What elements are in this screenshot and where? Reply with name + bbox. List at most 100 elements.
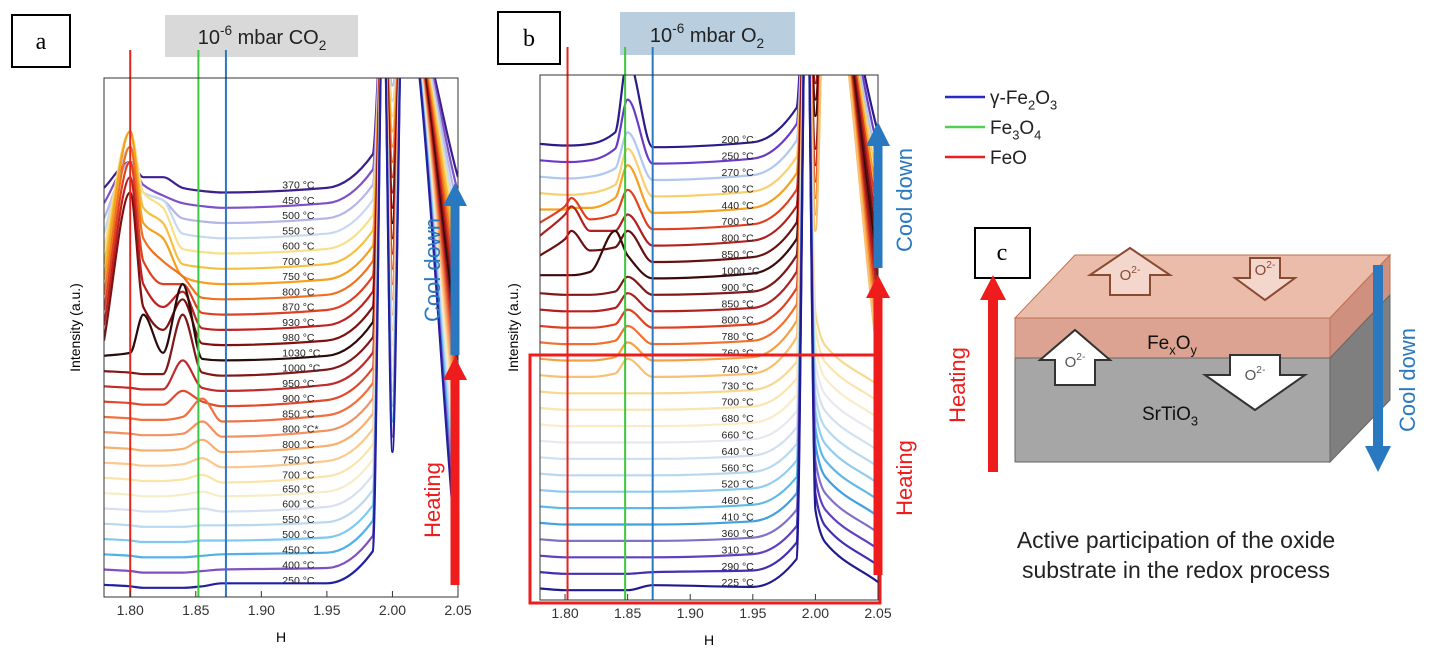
text-part: 3 xyxy=(1012,128,1019,143)
curve-label: 740 °C* xyxy=(722,364,758,376)
curve-label: 360 °C xyxy=(722,528,755,540)
curve-label: 780 °C xyxy=(722,331,755,343)
y-axis-label: Intensity (a.u.) xyxy=(67,283,83,372)
curve-label: 700 °C xyxy=(282,470,315,482)
curve-label: 800 °C xyxy=(282,439,315,451)
text-part: Fe xyxy=(1147,333,1169,354)
curve xyxy=(104,78,458,209)
curve xyxy=(540,75,878,247)
curve-label: 550 °C xyxy=(282,225,315,237)
curve-label: 850 °C xyxy=(282,408,315,420)
text-part: FeO xyxy=(990,148,1027,169)
curve xyxy=(540,75,878,165)
letter-box xyxy=(974,227,1031,279)
curve xyxy=(104,78,458,286)
text-part: SrTiO xyxy=(1142,404,1191,425)
curve-label: 760 °C xyxy=(722,347,755,359)
film-label: FexOy xyxy=(1147,333,1197,358)
curve xyxy=(104,78,458,240)
curve-label: 900 °C xyxy=(282,393,315,405)
curve-label: 680 °C xyxy=(722,413,755,425)
caption: Active participation of the oxide xyxy=(1017,527,1335,553)
text-part: 2- xyxy=(1076,352,1085,363)
curve xyxy=(104,78,458,194)
letter-box xyxy=(11,14,71,68)
curve-label: 800 °C xyxy=(722,233,755,245)
x-tick-label: 2.00 xyxy=(802,605,829,621)
ion-label: O2- xyxy=(1255,260,1276,279)
curve xyxy=(104,78,458,270)
text-part: 2 xyxy=(757,36,765,51)
curve-label: 650 °C xyxy=(282,483,315,495)
text-part: 2- xyxy=(1256,365,1265,376)
legend-label: γ-Fe2O3 xyxy=(990,88,1057,113)
curve xyxy=(104,78,458,393)
text-part: 3 xyxy=(1050,98,1057,113)
curve xyxy=(104,78,458,316)
curve xyxy=(540,75,878,149)
curve-label: 800 °C* xyxy=(282,424,318,436)
text-part: mbar O xyxy=(684,25,756,47)
text-part: O xyxy=(1176,333,1191,354)
curve-label: 600 °C xyxy=(282,499,315,511)
arrow-head xyxy=(443,183,467,206)
curve-label: 500 °C xyxy=(282,210,315,222)
text-part: x xyxy=(1169,343,1176,358)
ion-arrow xyxy=(1086,246,1174,296)
text-part: 2- xyxy=(1131,265,1140,276)
curve-label: 200 °C xyxy=(722,134,755,146)
curve-label: 1030 °C xyxy=(282,347,320,359)
curve-label: 700 °C xyxy=(722,216,755,228)
curve xyxy=(540,75,878,592)
x-tick-label: 1.80 xyxy=(117,602,144,618)
text-part: 2 xyxy=(1028,98,1035,113)
caption: substrate in the redox process xyxy=(1022,557,1330,583)
ion-label: O2- xyxy=(1065,352,1086,371)
title-box xyxy=(165,15,358,57)
curve-label: 270 °C xyxy=(722,167,755,179)
arrow-head xyxy=(866,275,890,298)
curve-label: 750 °C xyxy=(282,454,315,466)
curve-label: 500 °C xyxy=(282,529,315,541)
ion-label: O2- xyxy=(1245,365,1266,384)
ion-arrow xyxy=(1201,354,1309,412)
curve xyxy=(104,78,458,589)
curve-label: 520 °C xyxy=(722,479,755,491)
title-box xyxy=(620,12,795,55)
x-tick-label: 2.05 xyxy=(444,602,471,618)
curve xyxy=(104,78,458,408)
cool-label: Cool down xyxy=(420,218,445,322)
arrow-head xyxy=(1365,446,1391,472)
curve xyxy=(104,78,458,332)
curve xyxy=(540,75,878,231)
curve xyxy=(540,75,878,329)
text-part: O xyxy=(1245,367,1257,384)
x-tick-label: 1.90 xyxy=(677,605,704,621)
panel: 370 °C 450 °C 500 °C 550 °C 600 °C 700 °C 750 … xyxy=(36,23,472,645)
text-part: γ-Fe xyxy=(990,88,1028,109)
arrow-head xyxy=(443,357,467,380)
curve-label: 440 °C xyxy=(722,200,755,212)
curve xyxy=(540,75,878,198)
curve-label: 930 °C xyxy=(282,317,315,329)
curve xyxy=(104,78,458,362)
text-part: O xyxy=(1019,118,1034,139)
text-part: O xyxy=(1035,88,1050,109)
text-part: Fe xyxy=(990,118,1012,139)
heat-label: Heating xyxy=(420,462,445,538)
text-part: y xyxy=(1190,343,1197,358)
substrate-label: SrTiO3 xyxy=(1142,404,1198,429)
curve-label: 730 °C xyxy=(722,380,755,392)
panel-title: 10-6 mbar O2 xyxy=(650,21,764,51)
text-part: 4 xyxy=(1034,128,1041,143)
curve xyxy=(540,75,878,362)
curve-label: 1000 °C xyxy=(282,363,320,375)
panel-letter: c xyxy=(997,240,1008,266)
text-part: -6 xyxy=(220,23,232,38)
curve-label: 700 °C xyxy=(722,397,755,409)
text-part: O xyxy=(1065,354,1077,371)
ion-label: O2- xyxy=(1120,265,1141,284)
x-axis-label: H xyxy=(276,629,286,645)
